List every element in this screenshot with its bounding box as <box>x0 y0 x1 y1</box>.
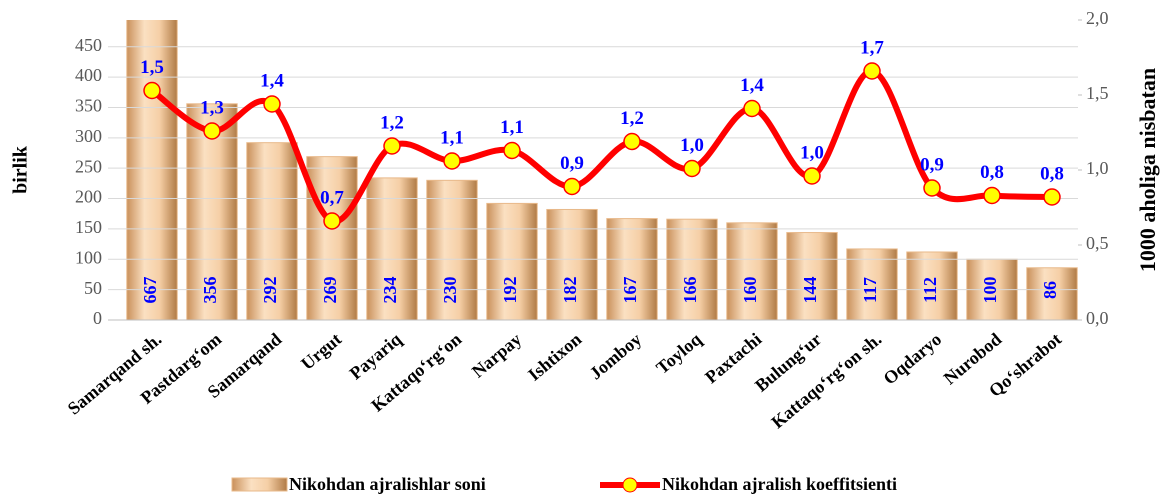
y2-tick-label: 1,5 <box>1086 83 1109 103</box>
line-value-label: 0,7 <box>320 187 344 208</box>
line-value-label: 1,0 <box>800 142 824 163</box>
y2-tick-label: 0,0 <box>1086 308 1109 328</box>
bar-value-label: 100 <box>980 277 1000 304</box>
legend-label: Nikohdan ajralish koeffitsienti <box>662 474 897 494</box>
line-value-label: 1,0 <box>680 135 704 156</box>
line-value-label: 0,9 <box>560 153 584 174</box>
bar-value-label: 292 <box>260 277 280 304</box>
bar <box>306 156 358 321</box>
line-point <box>803 167 821 185</box>
line-point <box>863 62 881 80</box>
bar <box>846 248 898 321</box>
line-point <box>443 152 461 170</box>
line-value-label: 1,3 <box>200 97 224 118</box>
bar-value-label: 144 <box>800 277 820 304</box>
legend-swatch <box>622 477 638 493</box>
bar-value-label: 112 <box>920 277 940 303</box>
bar <box>486 202 538 321</box>
y-tick-label: 50 <box>84 278 102 298</box>
line-value-label: 0,9 <box>920 154 944 175</box>
y-tick-label: 200 <box>75 187 102 207</box>
line-point <box>263 95 281 113</box>
y2-tick-label: 1,0 <box>1086 158 1109 178</box>
line-value-label: 1,4 <box>740 75 764 96</box>
line-value-label: 1,2 <box>380 112 404 133</box>
line-value-label: 0,8 <box>1040 163 1064 184</box>
y2-tick-label: 0,5 <box>1086 233 1109 253</box>
bar <box>186 103 238 321</box>
bar-value-label: 667 <box>140 277 160 304</box>
x-tick-label: Urgut <box>297 329 345 374</box>
bar-value-label: 234 <box>380 277 400 304</box>
legend-swatch <box>231 477 288 492</box>
line-value-label: 1,2 <box>620 108 644 129</box>
bar <box>366 177 418 321</box>
line-value-label: 1,5 <box>140 57 164 78</box>
line-value-label: 1,7 <box>860 37 884 58</box>
x-tick-label: Toyloq <box>652 329 705 378</box>
y-tick-label: 100 <box>75 247 102 267</box>
y2-tick-label: 2,0 <box>1086 8 1109 28</box>
x-tick-label: Jomboy <box>586 329 646 384</box>
bar <box>726 222 778 321</box>
line-point <box>503 141 521 160</box>
bar-value-label: 192 <box>500 277 520 304</box>
bar <box>1026 267 1078 321</box>
y-tick-label: 250 <box>75 156 102 176</box>
bar <box>126 20 178 321</box>
line-point <box>563 177 581 196</box>
plot-area <box>126 20 1078 321</box>
line-point <box>743 99 761 118</box>
x-tick-label: Narpay <box>468 329 525 382</box>
line-value-label: 0,8 <box>980 162 1004 183</box>
bar <box>606 218 658 321</box>
y-axis-title: birlik <box>10 145 32 194</box>
bar-value-label: 166 <box>680 277 700 304</box>
bar <box>666 218 718 321</box>
line-point <box>143 81 161 100</box>
bar-value-label: 182 <box>560 277 580 304</box>
y-tick-label: 450 <box>75 35 102 55</box>
bar-value-label: 117 <box>860 277 880 303</box>
bar-value-label: 269 <box>320 277 340 304</box>
line-value-label: 1,1 <box>500 117 524 138</box>
bar-value-label: 160 <box>740 277 760 304</box>
line-point <box>683 159 701 178</box>
y-tick-label: 0 <box>93 308 102 328</box>
line-value-label: 1,4 <box>260 70 284 91</box>
x-tick-label: Ishtixon <box>524 329 585 385</box>
bar-value-label: 167 <box>620 277 640 304</box>
bar <box>426 179 478 321</box>
y-tick-label: 300 <box>75 126 102 146</box>
legend-label: Nikohdan ajralishlar soni <box>289 474 486 494</box>
line-point <box>383 137 401 155</box>
line-point <box>623 132 641 151</box>
x-tick-label: Kattaqo‘rg‘on sh. <box>767 329 885 432</box>
bar-value-label: 86 <box>1040 281 1060 299</box>
bar <box>546 208 598 321</box>
line-point <box>983 186 1001 205</box>
line-point <box>323 212 341 230</box>
bar <box>786 232 838 321</box>
line-point <box>923 179 941 197</box>
y-tick-label: 400 <box>75 65 102 85</box>
line-point <box>1043 188 1061 206</box>
line-value-label: 1,1 <box>440 127 464 148</box>
y-tick-label: 150 <box>75 217 102 237</box>
bar-value-label: 230 <box>440 277 460 304</box>
line-point <box>203 122 221 140</box>
bar-value-label: 356 <box>200 277 220 304</box>
y-tick-label: 350 <box>75 96 102 116</box>
x-tick-label: Oqdaryo <box>879 329 945 389</box>
y2-axis-title: 1000 aholiga nisbatan <box>1135 68 1160 272</box>
line <box>150 68 1053 225</box>
